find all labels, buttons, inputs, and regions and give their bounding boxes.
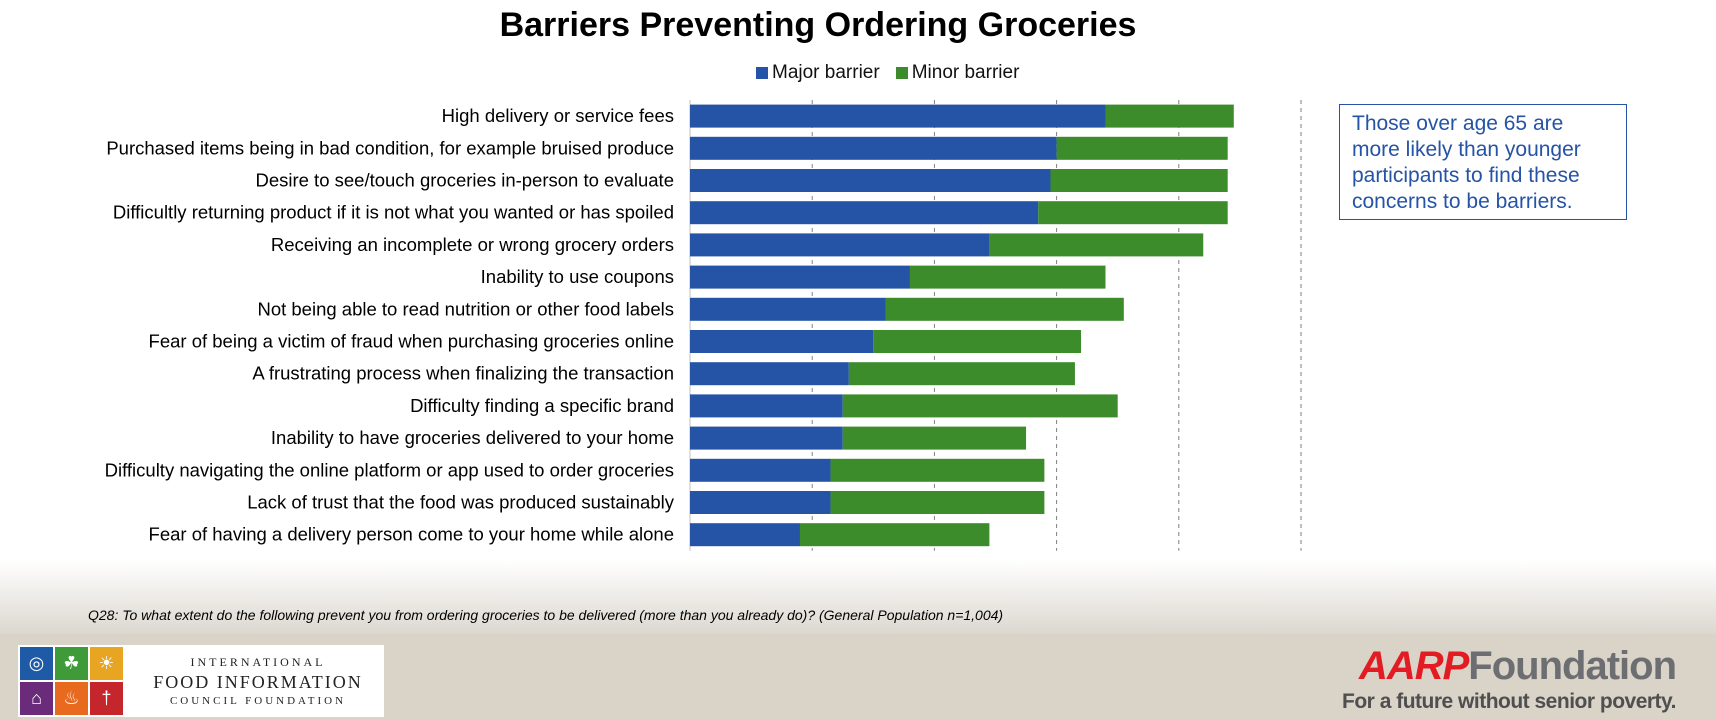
cooking-icon: ♨ <box>55 682 88 715</box>
aarp-tagline: For a future without senior poverty. <box>1342 690 1676 713</box>
ific-line3: COUNCIL FOUNDATION <box>169 695 347 707</box>
bar-minor-barrier <box>1050 169 1228 192</box>
ific-logo-tiles: ◎ ☘ ☀ ⌂ ♨ † <box>20 647 123 715</box>
legend-item-minor: Minor barrier <box>895 62 1020 84</box>
category-label: High delivery or service fees <box>442 105 674 126</box>
legend-swatch-major <box>756 67 768 79</box>
bar-minor-barrier <box>873 330 1082 353</box>
category-label: Fear of being a victim of fraud when pur… <box>149 331 674 352</box>
bar-major-barrier <box>690 297 886 321</box>
bar-minor-barrier <box>830 491 1045 514</box>
aarp-brand-gray: Foundation <box>1468 644 1677 688</box>
ific-line1: INTERNATIONAL <box>190 655 326 669</box>
category-label: Desire to see/touch groceries in-person … <box>255 170 674 191</box>
ific-line2: FOOD INFORMATION <box>153 672 363 692</box>
bar-major-barrier <box>690 458 831 482</box>
category-label: Receiving an incomplete or wrong grocery… <box>271 234 674 255</box>
category-label: Difficultly returning product if it is n… <box>113 202 674 223</box>
cart-icon: ⌂ <box>20 682 53 715</box>
category-label: Difficulty finding a specific brand <box>410 395 674 416</box>
category-label: Purchased items being in bad condition, … <box>106 137 674 158</box>
bar-minor-barrier <box>830 458 1045 482</box>
footnote: Q28: To what extent do the following pre… <box>88 607 1004 623</box>
bar-minor-barrier <box>885 297 1124 321</box>
bar-major-barrier <box>690 169 1051 192</box>
legend-label-minor: Minor barrier <box>911 62 1020 83</box>
ific-logo-text: INTERNATIONAL FOOD INFORMATION COUNCIL F… <box>133 655 383 707</box>
utensils-icon: † <box>90 682 123 715</box>
legend-swatch-minor <box>895 67 908 79</box>
bar-major-barrier <box>690 394 843 418</box>
category-label: Difficulty navigating the online platfor… <box>105 459 674 480</box>
callout-box: Those over age 65 are more likely than y… <box>1339 104 1627 220</box>
chart-legend: Major barrier Minor barrier <box>756 61 1035 85</box>
bar-minor-barrier <box>842 426 1027 450</box>
category-label: Not being able to read nutrition or othe… <box>257 298 674 319</box>
bar-minor-barrier <box>989 233 1204 257</box>
bar-minor-barrier <box>842 394 1118 418</box>
category-label: Lack of trust that the food was produced… <box>247 492 675 513</box>
bar-minor-barrier <box>799 523 990 547</box>
aarp-foundation-logo: AARPFoundation For a future without seni… <box>1342 644 1677 714</box>
chart-title: Barriers Preventing Ordering Groceries <box>499 6 1137 44</box>
bar-major-barrier <box>690 265 910 289</box>
bar-major-barrier <box>690 426 843 450</box>
bar-minor-barrier <box>848 362 1075 386</box>
legend-item-major: Major barrier <box>756 62 880 84</box>
category-label: Fear of having a delivery person come to… <box>149 524 674 545</box>
bar-major-barrier <box>690 362 849 386</box>
bar-major-barrier <box>690 330 874 353</box>
category-label: Inability to have groceries delivered to… <box>271 427 674 448</box>
bar-major-barrier <box>690 491 831 514</box>
aarp-brand: AARPFoundation <box>1342 644 1677 688</box>
bar-minor-barrier <box>1038 201 1228 225</box>
farm-icon: ☘ <box>55 647 88 680</box>
bar-major-barrier <box>690 201 1039 225</box>
footer-gradient <box>0 560 1716 634</box>
bar-chart: 0%20%40%60%80%100%High delivery or servi… <box>105 100 1328 590</box>
legend-label-major: Major barrier <box>772 62 880 83</box>
sun-icon: ☀ <box>90 647 123 680</box>
bar-major-barrier <box>690 233 990 257</box>
globe-icon: ◎ <box>20 647 53 680</box>
bar-major-barrier <box>690 104 1106 128</box>
category-label: A frustrating process when finalizing th… <box>252 363 674 384</box>
bar-minor-barrier <box>1056 136 1228 160</box>
bar-minor-barrier <box>1105 104 1234 128</box>
aarp-brand-red: AARP <box>1358 644 1469 688</box>
ific-logo: ◎ ☘ ☀ ⌂ ♨ † INTERNATIONAL FOOD INFORMATI… <box>18 645 384 717</box>
bar-major-barrier <box>690 523 800 547</box>
bar-major-barrier <box>690 136 1057 160</box>
category-label: Inability to use coupons <box>481 266 674 287</box>
bar-minor-barrier <box>909 265 1106 289</box>
